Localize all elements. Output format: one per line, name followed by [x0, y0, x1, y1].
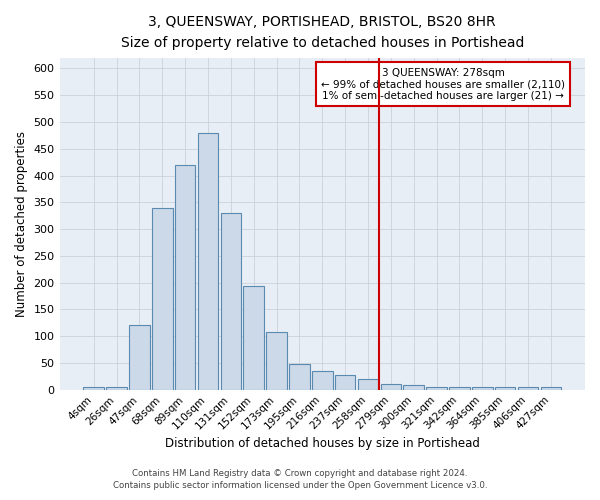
- Y-axis label: Number of detached properties: Number of detached properties: [15, 130, 28, 316]
- Bar: [129, 326, 150, 390]
- Text: Contains HM Land Registry data © Crown copyright and database right 2024.
Contai: Contains HM Land Registry data © Crown c…: [113, 468, 487, 490]
- Bar: [266, 332, 287, 390]
- Bar: [403, 386, 424, 390]
- Title: 3, QUEENSWAY, PORTISHEAD, BRISTOL, BS20 8HR
Size of property relative to detache: 3, QUEENSWAY, PORTISHEAD, BRISTOL, BS20 …: [121, 15, 524, 50]
- Bar: [358, 379, 378, 390]
- Bar: [518, 387, 538, 390]
- Bar: [221, 213, 241, 390]
- Bar: [175, 165, 196, 390]
- Bar: [449, 387, 470, 390]
- Bar: [335, 376, 355, 390]
- Bar: [152, 208, 173, 390]
- Bar: [380, 384, 401, 390]
- Bar: [244, 286, 264, 390]
- Bar: [472, 387, 493, 390]
- Bar: [289, 364, 310, 390]
- Text: 3 QUEENSWAY: 278sqm
← 99% of detached houses are smaller (2,110)
1% of semi-deta: 3 QUEENSWAY: 278sqm ← 99% of detached ho…: [321, 68, 565, 101]
- Bar: [106, 387, 127, 390]
- Bar: [198, 132, 218, 390]
- Bar: [312, 371, 332, 390]
- X-axis label: Distribution of detached houses by size in Portishead: Distribution of detached houses by size …: [165, 437, 480, 450]
- Bar: [426, 387, 447, 390]
- Bar: [83, 387, 104, 390]
- Bar: [541, 387, 561, 390]
- Bar: [495, 387, 515, 390]
